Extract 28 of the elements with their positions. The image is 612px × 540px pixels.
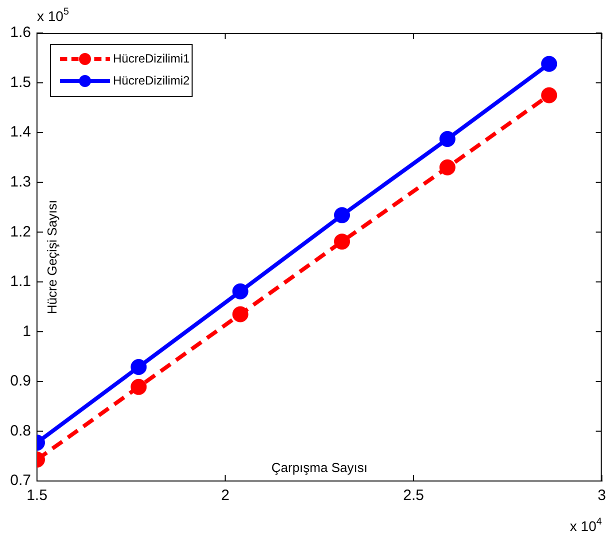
y-tick-label: 1.2	[10, 223, 31, 240]
point	[541, 87, 558, 104]
point	[439, 159, 456, 176]
y-tick-label: 1	[22, 322, 31, 340]
point	[334, 207, 350, 224]
point	[541, 56, 558, 72]
y-tick-label: 1.3	[10, 173, 31, 190]
y-axis-title: Hücre Geçişi Sayısı	[44, 200, 60, 314]
y-tick-label: 0.9	[10, 372, 31, 390]
y-tick-label: 0.8	[10, 422, 31, 440]
x-tick-label: 2.5	[403, 487, 424, 504]
y-tick-label: 1.1	[10, 273, 31, 290]
x-tick-label: 1.5	[26, 487, 48, 504]
y-tick-label: 1.5	[10, 74, 31, 91]
point	[130, 378, 147, 395]
y-tick-label: 0.7	[10, 472, 31, 490]
point	[130, 359, 147, 376]
point	[439, 131, 456, 148]
point	[334, 234, 350, 250]
y-tick-label: 1.4	[10, 124, 31, 141]
point	[232, 283, 248, 300]
x-axis-title: Çarpışma Sayısı	[271, 460, 368, 476]
point	[232, 306, 248, 322]
y-tick-label: 1.6	[10, 24, 31, 42]
x-tick-label: 2	[221, 487, 230, 504]
x-tick-label: 3	[598, 487, 606, 504]
legend-label: HücreDizilimi1	[113, 51, 190, 66]
legend-label: HücreDizilimi2	[113, 73, 190, 88]
